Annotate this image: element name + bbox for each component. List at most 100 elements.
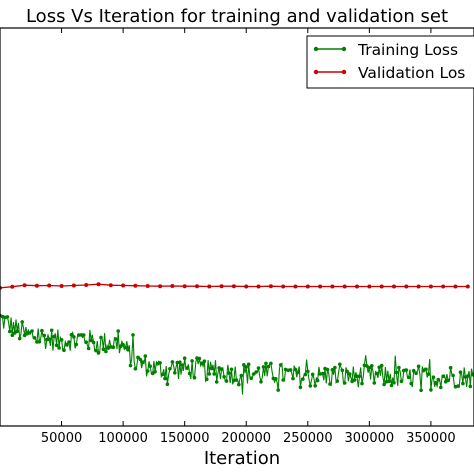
data-point-training-loss xyxy=(180,363,184,367)
data-point-training-loss xyxy=(360,381,364,386)
data-point-training-loss xyxy=(251,372,256,376)
data-point-training-loss xyxy=(67,340,71,344)
x-tick-label: 250000 xyxy=(283,431,333,446)
data-point-training-loss xyxy=(84,340,88,345)
data-point-training-loss xyxy=(145,369,150,373)
data-point-validation-loss xyxy=(121,283,126,288)
data-point-training-loss xyxy=(99,335,103,340)
data-point-training-loss xyxy=(342,381,347,385)
legend-training-marker xyxy=(313,46,319,52)
data-point-training-loss xyxy=(256,366,261,370)
data-point-validation-loss xyxy=(133,283,138,288)
data-point-training-loss xyxy=(42,333,47,338)
data-point-training-loss xyxy=(37,339,42,344)
data-point-validation-loss xyxy=(404,284,409,289)
data-point-training-loss xyxy=(121,342,125,347)
data-point-validation-loss xyxy=(158,284,163,289)
data-point-training-loss xyxy=(264,361,268,366)
data-point-training-loss xyxy=(205,377,209,382)
data-point-training-loss xyxy=(207,372,212,376)
data-point-training-loss xyxy=(466,374,470,378)
data-point-training-loss xyxy=(456,384,460,388)
data-point-training-loss xyxy=(458,370,463,375)
data-point-training-loss xyxy=(372,381,377,385)
data-point-training-loss xyxy=(352,378,357,382)
data-point-training-loss xyxy=(101,347,106,352)
data-point-training-loss xyxy=(439,385,443,390)
data-point-training-loss xyxy=(441,374,446,379)
data-point-training-loss xyxy=(347,372,352,376)
data-point-training-loss xyxy=(5,315,10,319)
data-point-training-loss xyxy=(210,366,214,371)
data-point-training-loss xyxy=(301,377,305,381)
data-point-training-loss xyxy=(168,367,172,371)
data-point-training-loss xyxy=(57,346,61,350)
data-point-training-loss xyxy=(315,378,320,383)
data-point-training-loss xyxy=(291,376,295,381)
legend-box xyxy=(306,35,474,89)
data-point-validation-loss xyxy=(416,284,421,289)
data-point-training-loss xyxy=(367,365,372,370)
data-point-validation-loss xyxy=(428,284,433,289)
data-point-training-loss xyxy=(72,335,76,339)
data-point-validation-loss xyxy=(207,284,212,289)
data-point-training-loss xyxy=(274,377,278,381)
legend-item-training: Training Loss xyxy=(313,41,458,59)
data-point-training-loss xyxy=(237,382,241,387)
data-point-training-loss xyxy=(345,369,350,374)
data-point-training-loss xyxy=(104,349,108,354)
data-point-validation-loss xyxy=(84,283,89,287)
data-point-training-loss xyxy=(389,383,394,388)
legend-training-marker xyxy=(341,46,347,52)
data-point-training-loss xyxy=(64,342,69,347)
data-point-training-loss xyxy=(370,364,374,368)
data-point-training-loss xyxy=(303,372,308,377)
data-point-training-loss xyxy=(278,363,283,367)
data-point-training-loss xyxy=(131,333,135,337)
data-point-training-loss xyxy=(62,348,66,353)
data-point-validation-loss xyxy=(244,284,249,289)
data-point-validation-loss xyxy=(170,284,175,288)
data-point-training-loss xyxy=(468,384,473,389)
x-axis-label: Iteration xyxy=(204,448,280,469)
data-point-training-loss xyxy=(471,372,474,377)
data-point-training-loss xyxy=(424,367,428,372)
data-point-validation-loss xyxy=(305,284,310,289)
data-point-validation-loss xyxy=(231,284,236,289)
data-point-training-loss xyxy=(126,348,130,352)
data-point-training-loss xyxy=(374,371,379,376)
data-point-training-loss xyxy=(340,368,345,373)
legend-validation-label: Validation Los xyxy=(358,64,465,82)
chart-title: Loss Vs Iteration for training and valid… xyxy=(26,6,448,27)
data-point-training-loss xyxy=(414,371,418,376)
data-point-training-loss xyxy=(357,374,362,379)
data-point-training-loss xyxy=(234,378,239,382)
data-point-validation-loss xyxy=(453,284,458,289)
data-point-validation-loss xyxy=(256,284,261,289)
data-point-training-loss xyxy=(138,357,143,362)
data-point-validation-loss xyxy=(367,284,372,289)
data-point-training-loss xyxy=(330,368,335,372)
data-point-training-loss xyxy=(355,374,359,379)
legend-item-validation: Validation Los xyxy=(313,64,465,82)
data-point-training-loss xyxy=(296,370,300,375)
data-point-training-loss xyxy=(276,388,281,392)
data-point-training-loss xyxy=(165,382,170,387)
data-point-training-loss xyxy=(32,336,37,340)
data-point-training-loss xyxy=(136,355,140,360)
data-point-training-loss xyxy=(59,338,64,342)
data-point-validation-loss xyxy=(10,284,15,289)
data-point-training-loss xyxy=(153,370,157,374)
data-point-training-loss xyxy=(192,375,197,380)
x-tick-label: 350000 xyxy=(406,431,456,446)
data-point-training-loss xyxy=(333,365,337,370)
data-point-training-loss xyxy=(338,362,342,367)
data-point-validation-loss xyxy=(22,283,27,288)
data-point-training-loss xyxy=(20,320,25,324)
data-point-training-loss xyxy=(148,364,152,369)
data-point-training-loss xyxy=(313,384,318,388)
data-point-training-loss xyxy=(128,363,133,368)
data-point-validation-loss xyxy=(441,284,446,289)
x-axis: 50000 100000 150000 200000 250000 300000 35000… xyxy=(41,28,456,446)
